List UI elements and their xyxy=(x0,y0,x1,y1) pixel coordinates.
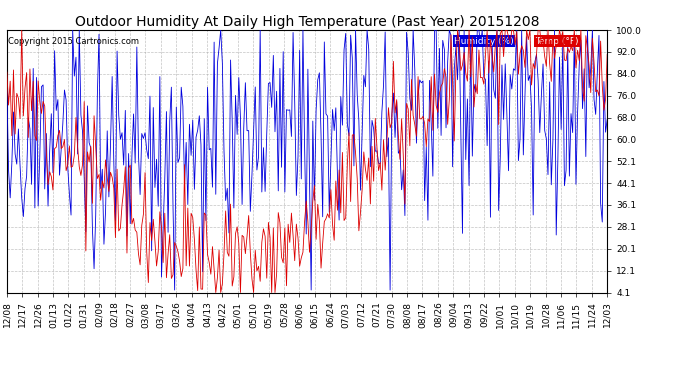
Text: Copyright 2015 Cartronics.com: Copyright 2015 Cartronics.com xyxy=(8,37,139,46)
Text: Humidity (%): Humidity (%) xyxy=(454,37,514,46)
Title: Outdoor Humidity At Daily High Temperature (Past Year) 20151208: Outdoor Humidity At Daily High Temperatu… xyxy=(75,15,540,29)
Text: Temp (°F): Temp (°F) xyxy=(535,37,579,46)
